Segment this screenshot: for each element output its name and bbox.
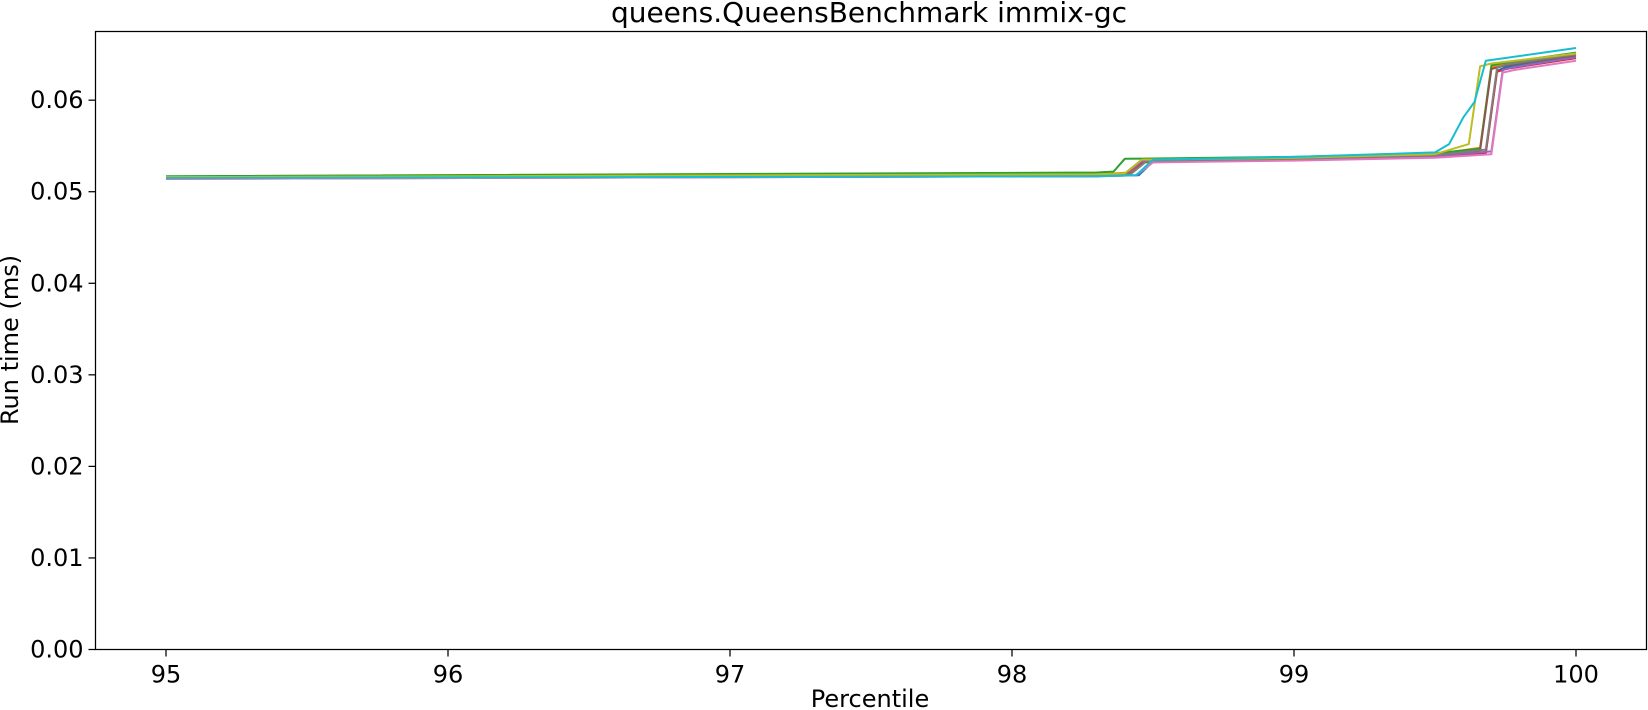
chart-title: queens.QueensBenchmark immix-gc xyxy=(611,0,1127,29)
series-line-7 xyxy=(165,59,1577,180)
y-tick-label: 0.02 xyxy=(30,452,83,480)
x-tick-label: 95 xyxy=(151,661,182,689)
x-tick-label: 97 xyxy=(715,661,746,689)
x-tick-label: 100 xyxy=(1553,661,1599,689)
y-axis: 0.00 0.01 0.02 0.03 0.04 0.05 0.06 xyxy=(30,86,96,664)
y-tick-label: 0.04 xyxy=(30,269,83,297)
x-tick-label: 96 xyxy=(433,661,464,689)
plot-frame xyxy=(94,30,1648,651)
series-line-4 xyxy=(165,57,1577,180)
plot-lines xyxy=(165,47,1577,180)
series-line-9 xyxy=(165,52,1577,179)
x-tick-label: 99 xyxy=(1279,661,1310,689)
y-tick-label: 0.05 xyxy=(30,178,83,206)
y-tick-label: 0.03 xyxy=(30,361,83,389)
series-line-10 xyxy=(165,47,1577,179)
y-tick-label: 0.00 xyxy=(30,636,83,664)
y-tick-label: 0.06 xyxy=(30,86,83,114)
x-axis-label: Percentile xyxy=(811,685,929,710)
y-tick-label: 0.01 xyxy=(30,544,83,572)
x-axis: 95 96 97 98 99 100 xyxy=(151,649,1599,689)
x-tick-label: 98 xyxy=(997,661,1028,689)
y-axis-label: Run time (ms) xyxy=(0,255,24,425)
